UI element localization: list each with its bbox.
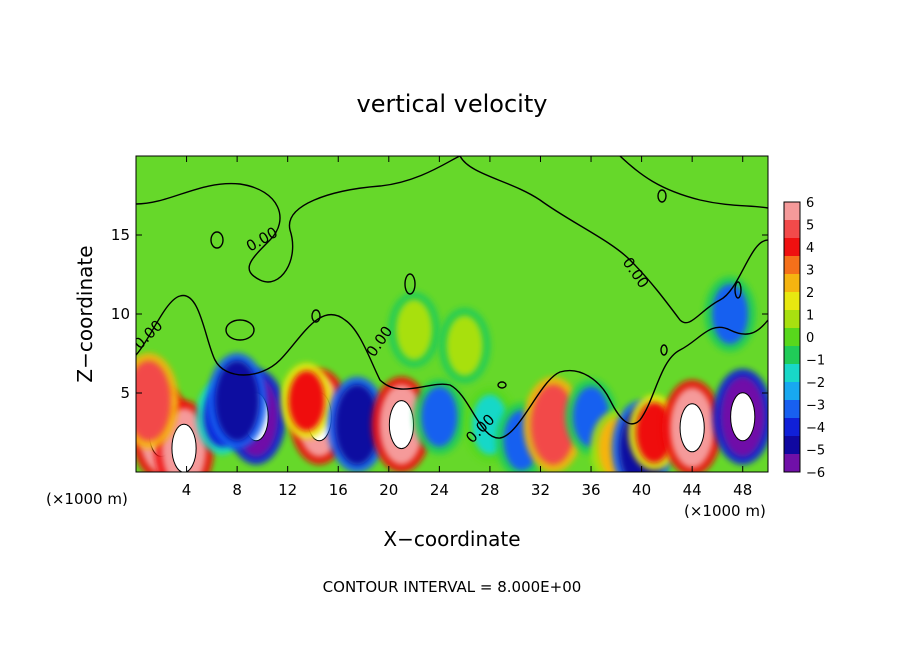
saturated-core xyxy=(679,403,705,453)
colorbar-swatch xyxy=(784,454,800,473)
colorbar-tick-label: −5 xyxy=(806,444,825,459)
colorbar: 6 5 4 3 2 1 0 −1 −2 −3 −4 −5 −6 xyxy=(783,196,825,481)
colorbar-tick-label: 4 xyxy=(806,241,814,256)
chart-title: vertical velocity xyxy=(357,90,548,118)
x-tick-label: 28 xyxy=(480,481,499,499)
colorbar-swatch xyxy=(784,292,800,311)
colorbar-swatch xyxy=(784,328,800,347)
x-tick-label: 32 xyxy=(531,481,550,499)
zero-contours xyxy=(136,156,768,439)
x-tick-label: 24 xyxy=(430,481,449,499)
heatmap-cell xyxy=(421,386,458,447)
heatmap-cell xyxy=(396,299,433,360)
y-tick-label: 10 xyxy=(111,305,130,323)
colorbar-tick-label: 1 xyxy=(806,309,814,324)
saturated-core xyxy=(388,400,415,450)
x-tick-label: 20 xyxy=(379,481,398,499)
zero-contour-loop xyxy=(497,381,507,389)
heatmap-cell xyxy=(446,315,483,376)
x-unit-right: (×1000 m) xyxy=(684,502,766,520)
zero-contour-loop xyxy=(404,273,416,295)
zero-contour-loop xyxy=(311,309,321,323)
colorbar-tick-label: −2 xyxy=(806,376,825,391)
zero-contour-loop xyxy=(657,189,667,203)
zero-contour-loop xyxy=(210,231,224,249)
y-tick-label: 5 xyxy=(120,384,130,402)
zero-contour-loop xyxy=(660,344,668,356)
x-tick-label: 4 xyxy=(182,481,192,499)
heatmap-cell xyxy=(335,384,380,465)
colorbar-swatch xyxy=(784,400,800,419)
colorbar-tick-label: 2 xyxy=(806,286,814,301)
x-axis-label: X−coordinate xyxy=(383,527,520,551)
saturated-core xyxy=(730,392,756,442)
colorbar-tick-label: −3 xyxy=(806,399,825,414)
x-tick-label: 16 xyxy=(329,481,348,499)
zero-contour-line xyxy=(136,156,461,283)
x-tick-label: 48 xyxy=(733,481,752,499)
colorbar-swatch xyxy=(784,220,800,239)
colorbar-tick-label: 6 xyxy=(806,196,814,211)
zero-contour-line xyxy=(459,156,768,324)
zero-contour-line xyxy=(619,156,768,209)
x-tick-label: 12 xyxy=(278,481,297,499)
colorbar-swatch xyxy=(784,382,800,401)
colorbar-frame xyxy=(783,201,801,473)
colorbar-tick-label: −4 xyxy=(806,421,825,436)
colorbar-tick-label: −6 xyxy=(806,466,825,481)
x-tick-label: 8 xyxy=(232,481,242,499)
x-tick-label: 36 xyxy=(581,481,600,499)
heatmap-cell xyxy=(712,284,749,344)
colorbar-tick-label: 3 xyxy=(806,264,814,279)
colorbar-swatch xyxy=(784,274,800,293)
heatmap-cell xyxy=(136,360,171,441)
x-unit-left: (×1000 m) xyxy=(46,490,128,508)
colorbar-swatch xyxy=(784,436,800,455)
colorbar-swatch xyxy=(784,310,800,329)
saturated-core xyxy=(171,423,197,472)
heatmap-cells xyxy=(136,276,768,472)
y-axis-label: Z−coordinate xyxy=(73,245,97,382)
contour-interval-text: CONTOUR INTERVAL = 8.000E+00 xyxy=(323,578,582,596)
x-tick-label: 40 xyxy=(632,481,651,499)
zero-contour-loop xyxy=(225,319,255,341)
colorbar-tick-label: 0 xyxy=(806,331,814,346)
colorbar-swatch xyxy=(784,346,800,365)
colorbar-swatch xyxy=(784,418,800,437)
zero-contour-loop xyxy=(734,281,742,299)
heatmap-cell xyxy=(531,384,576,465)
colorbar-swatch xyxy=(784,238,800,257)
y-tick-label: 15 xyxy=(111,226,130,244)
colorbar-swatch xyxy=(784,202,800,221)
y-axis-ticks: 5 10 15 xyxy=(111,226,768,402)
x-tick-label: 44 xyxy=(683,481,702,499)
colorbar-tick-label: −1 xyxy=(806,354,825,369)
x-axis-ticks: 4 8 12 16 20 24 28 32 36 40 44 48 xyxy=(182,156,752,499)
colorbar-swatch xyxy=(784,364,800,383)
heatmap-cell xyxy=(288,370,325,431)
heatmap-cell xyxy=(215,360,260,441)
colorbar-swatch xyxy=(784,256,800,275)
colorbar-tick-label: 5 xyxy=(806,219,814,234)
zero-contour-line xyxy=(136,295,768,439)
plot-area: 0.00 0.00 0.00 0.00 0.00 xyxy=(136,156,768,472)
